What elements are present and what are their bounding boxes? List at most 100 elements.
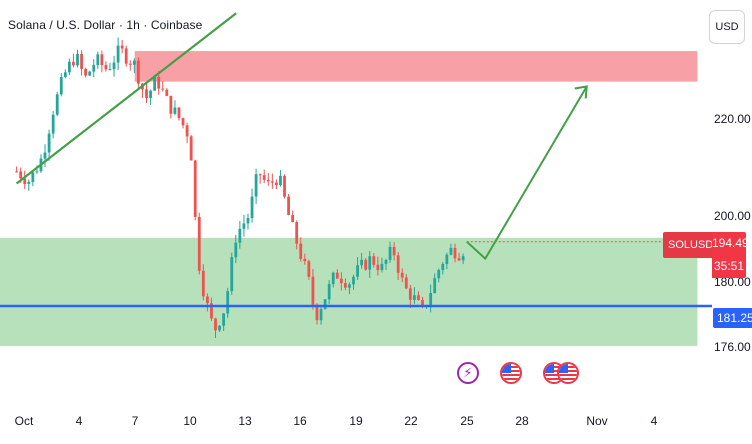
candle-body bbox=[153, 76, 157, 91]
candle-body bbox=[169, 95, 173, 114]
candle-body bbox=[59, 76, 63, 95]
x-tick-label: 22 bbox=[404, 414, 418, 428]
candle-body bbox=[417, 295, 420, 300]
last-price-value: 194.49 bbox=[712, 236, 749, 250]
x-tick-label: 19 bbox=[349, 414, 363, 428]
x-tick-label: 13 bbox=[238, 414, 252, 428]
candle-body bbox=[43, 152, 47, 159]
candle-body bbox=[47, 133, 51, 153]
candle-body bbox=[461, 256, 465, 261]
candle-body bbox=[250, 196, 254, 218]
candle-body bbox=[92, 65, 96, 72]
candles-layer bbox=[15, 37, 465, 339]
candle-body bbox=[323, 299, 327, 310]
candle-body bbox=[15, 171, 19, 173]
projection-arrowhead bbox=[574, 85, 588, 99]
support-zone bbox=[0, 237, 698, 346]
y-tick-label: 180.00 bbox=[714, 275, 751, 289]
candle-body bbox=[331, 272, 335, 285]
us-flag-icon[interactable] bbox=[557, 362, 579, 384]
currency-button[interactable]: USD bbox=[709, 10, 745, 44]
x-tick-label: 28 bbox=[515, 414, 529, 428]
candle-body bbox=[376, 264, 380, 271]
x-tick-label: 10 bbox=[183, 414, 197, 428]
candle-body bbox=[242, 223, 246, 229]
candle-body bbox=[177, 107, 181, 119]
candle-body bbox=[327, 284, 331, 300]
lightning-icon[interactable]: ⚡ bbox=[457, 362, 479, 384]
resistance-zone bbox=[134, 51, 698, 82]
candle-body bbox=[23, 178, 27, 184]
candle-body bbox=[116, 45, 120, 63]
candle-body bbox=[112, 62, 116, 70]
candle-body bbox=[315, 304, 319, 321]
candle-body bbox=[27, 181, 31, 184]
last-price-badge: 194.49 35:51 bbox=[712, 232, 749, 278]
candle-body bbox=[189, 136, 193, 161]
lines-layer bbox=[0, 12, 712, 308]
candle-body bbox=[339, 278, 343, 284]
candle-body bbox=[445, 254, 449, 265]
y-tick-label: 176.00 bbox=[714, 340, 751, 354]
candle-body bbox=[453, 247, 457, 259]
candle-body bbox=[173, 107, 177, 114]
candle-body bbox=[165, 89, 169, 96]
y-tick-label: 200.00 bbox=[714, 209, 751, 223]
candle-body bbox=[31, 172, 35, 182]
candle-body bbox=[287, 196, 290, 216]
candle-body bbox=[72, 61, 75, 66]
x-tick-label: 4 bbox=[75, 414, 83, 428]
candle-body bbox=[364, 259, 368, 270]
candle-body bbox=[185, 125, 189, 137]
us-flag-icon[interactable] bbox=[500, 362, 522, 384]
candle-body bbox=[246, 217, 250, 224]
candle-body bbox=[270, 181, 274, 183]
candle-body bbox=[157, 76, 161, 89]
x-tick-label: Nov bbox=[586, 414, 608, 428]
candle-body bbox=[413, 295, 416, 300]
candle-body bbox=[226, 291, 230, 314]
candle-body bbox=[441, 264, 445, 270]
candle-body bbox=[214, 318, 217, 331]
candle-body bbox=[161, 88, 165, 90]
symbol-badge: SOLUSD bbox=[663, 232, 719, 258]
candle-body bbox=[384, 259, 388, 264]
candle-body bbox=[108, 69, 112, 71]
candle-body bbox=[396, 255, 400, 273]
candle-body bbox=[234, 242, 238, 258]
candle-body bbox=[319, 309, 323, 321]
candle-body bbox=[368, 256, 372, 270]
candle-body bbox=[76, 53, 79, 66]
candle-body bbox=[193, 160, 197, 217]
candle-body bbox=[230, 257, 234, 292]
candle-body bbox=[433, 278, 437, 294]
candle-body bbox=[279, 175, 282, 186]
candle-body bbox=[96, 54, 100, 66]
x-tick-label: Oct bbox=[14, 414, 34, 428]
candle-body bbox=[181, 118, 185, 126]
candle-body bbox=[291, 215, 295, 223]
x-tick-label: 7 bbox=[131, 414, 139, 428]
candle-body bbox=[421, 299, 424, 306]
candle-body bbox=[380, 263, 384, 271]
candle-body bbox=[335, 272, 339, 279]
candle-body bbox=[274, 182, 278, 186]
candle-body bbox=[238, 228, 242, 243]
candle-body bbox=[124, 48, 128, 64]
candle-body bbox=[210, 303, 213, 319]
candle-body bbox=[84, 68, 88, 76]
candle-body bbox=[311, 276, 315, 305]
candle-body bbox=[104, 65, 108, 70]
x-tick-label: 25 bbox=[460, 414, 474, 428]
candle-body bbox=[120, 45, 124, 49]
candle-body bbox=[283, 175, 286, 197]
candle-body bbox=[266, 179, 270, 182]
candle-body bbox=[67, 61, 71, 73]
candle-body bbox=[55, 94, 59, 115]
candle-body bbox=[307, 261, 311, 277]
candle-body bbox=[145, 89, 148, 98]
candle-body bbox=[408, 288, 412, 300]
candle-body bbox=[205, 296, 209, 304]
